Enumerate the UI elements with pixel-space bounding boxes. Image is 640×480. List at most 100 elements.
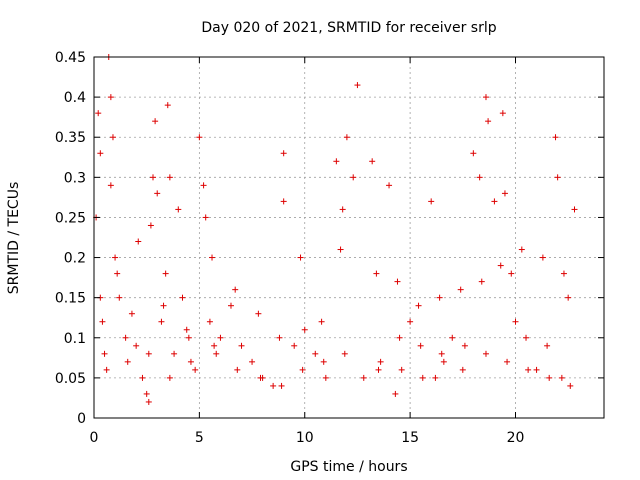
y-tick-label: 0 [77,411,86,427]
data-point [428,198,435,205]
data-point [154,190,161,197]
data-point [377,358,384,365]
data-point [339,206,346,213]
data-point [299,366,306,373]
data-point [322,374,329,381]
data-point [491,198,498,205]
data-point [143,390,150,397]
data-point [417,342,424,349]
data-point [202,214,209,221]
data-point [112,254,119,261]
data-point [415,302,422,309]
y-axis-label: SRMTID / TECUs [6,182,22,295]
y-tick-label: 0.1 [64,331,86,347]
data-point [432,374,439,381]
plot-frame [93,56,605,419]
data-point [457,286,464,293]
data-point [392,390,399,397]
data-point [499,110,506,117]
data-point [171,350,178,357]
data-point [476,174,483,181]
data-point [147,222,154,229]
data-point [280,198,287,205]
y-tick-label: 0.25 [55,210,86,226]
data-point [459,366,466,373]
data-point [213,350,220,357]
data-point [386,182,393,189]
data-point [419,374,426,381]
data-point [238,342,245,349]
data-point [211,342,218,349]
data-point [461,342,468,349]
data-point [179,294,186,301]
data-point [525,366,532,373]
data-point [438,350,445,357]
data-point [101,350,108,357]
data-point [291,342,298,349]
data-point [552,134,559,141]
data-point [116,294,123,301]
data-point [354,82,361,89]
data-point [196,134,203,141]
data-point [297,254,304,261]
data-point [558,374,565,381]
data-point [95,110,102,117]
data-point [152,118,159,125]
data-point [350,174,357,181]
x-tick-label: 15 [401,430,419,446]
data-point [504,358,511,365]
data-point [139,374,146,381]
data-point [518,246,525,253]
data-point [369,158,376,165]
data-point [554,174,561,181]
data-point [270,382,277,389]
data-point [565,294,572,301]
data-point [255,310,262,317]
data-point [567,382,574,389]
data-point [227,302,234,309]
data-point [341,350,348,357]
data-point [133,342,140,349]
data-point [187,358,194,365]
data-point [470,150,477,157]
data-point [99,318,106,325]
data-point [206,318,213,325]
data-point [560,270,567,277]
data-point [278,382,285,389]
data-point [114,270,121,277]
data-point [360,374,367,381]
data-point [97,150,104,157]
data-point [501,190,508,197]
data-point [158,318,165,325]
data-point [166,374,173,381]
data-point [508,270,515,277]
data-point [407,318,414,325]
data-point [396,334,403,341]
data-point [122,334,129,341]
data-point [124,358,131,365]
data-point [546,374,553,381]
data-point [512,318,519,325]
axes: 0 0.05 0.1 0.15 0.2 0.25 0.3 0.35 0.4 0.45 0 5 10 15 2… [55,50,604,446]
data-point [128,310,135,317]
data-point [449,334,456,341]
data-point [257,374,264,381]
data-point [318,318,325,325]
data-point [482,94,489,101]
data-point [398,366,405,373]
x-tick-label: 0 [90,430,99,446]
data-point [394,278,401,285]
y-tick-label: 0.35 [55,130,86,146]
data-point [150,174,157,181]
data-point [333,158,340,165]
data-point [162,270,169,277]
data-point [482,350,489,357]
data-point [523,334,530,341]
data-point [145,350,152,357]
data-point [185,334,192,341]
data-point [175,206,182,213]
data-point [301,326,308,333]
data-point [478,278,485,285]
y-tick-label: 0.2 [64,251,86,267]
